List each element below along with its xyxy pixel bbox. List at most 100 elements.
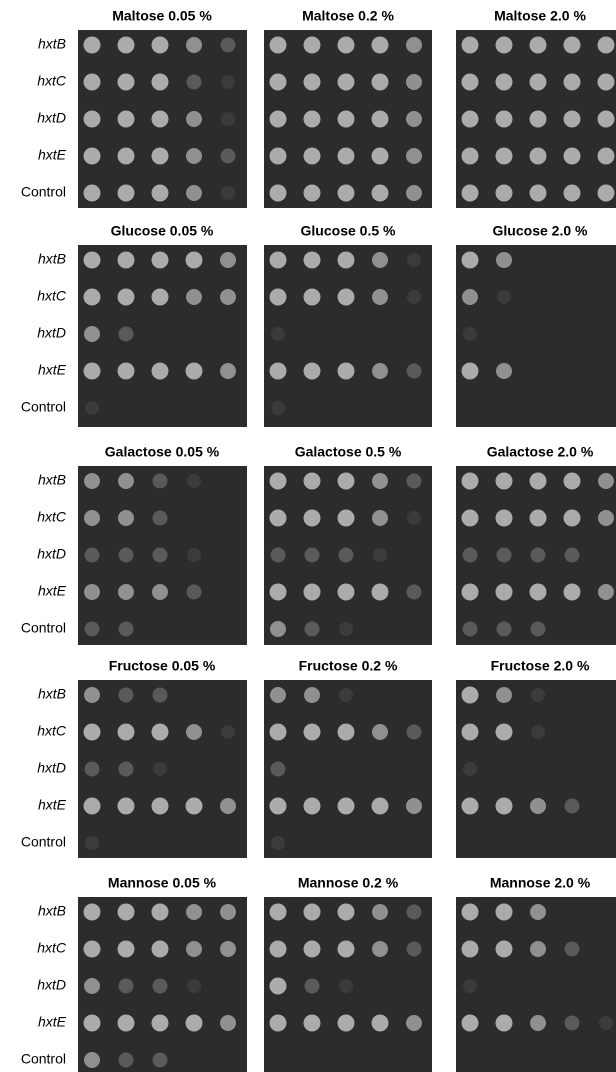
colony-spot: [152, 687, 168, 703]
colony-spot: [118, 510, 134, 526]
colony-spot: [529, 472, 547, 490]
colony-spot: [406, 148, 422, 164]
colony-spot: [152, 584, 168, 600]
colony-spot: [84, 621, 100, 637]
colony-spot: [337, 110, 355, 128]
colony-spot: [372, 363, 388, 379]
colony-spot: [269, 583, 287, 601]
colony-spot: [83, 36, 101, 54]
colony-spot: [406, 1015, 422, 1031]
colony-spot: [495, 147, 513, 165]
panel-title: Galactose 0.05 %: [105, 444, 220, 460]
colony-spot: [406, 798, 422, 814]
colony-spot: [597, 73, 615, 91]
colony-spot: [187, 979, 201, 993]
colony-spot: [221, 112, 235, 126]
colony-spot: [186, 724, 202, 740]
colony-spot: [371, 110, 389, 128]
colony-spot: [303, 147, 321, 165]
row-label: hxtC: [37, 509, 67, 525]
colony-spot: [118, 1052, 134, 1068]
colony-spot: [151, 362, 169, 380]
colony-spot: [151, 36, 169, 54]
colony-spot: [117, 147, 135, 165]
row-label: hxtC: [37, 73, 67, 89]
colony-spot: [186, 289, 202, 305]
colony-spot: [495, 509, 513, 527]
colony-spot: [151, 251, 169, 269]
colony-spot: [461, 147, 479, 165]
colony-spot: [531, 725, 545, 739]
colony-spot: [406, 473, 422, 489]
colony-spot: [406, 363, 422, 379]
colony-spot: [304, 621, 320, 637]
colony-spot: [269, 723, 287, 741]
row-label: hxtC: [37, 288, 67, 304]
colony-spot: [269, 184, 287, 202]
colony-spot: [497, 290, 511, 304]
panel-title: Maltose 0.2 %: [302, 8, 394, 24]
colony-spot: [83, 73, 101, 91]
colony-spot: [220, 941, 236, 957]
panel-title: Glucose 2.0 %: [493, 223, 588, 239]
colony-spot: [151, 147, 169, 165]
colony-spot: [597, 36, 615, 54]
colony-spot: [406, 904, 422, 920]
colony-spot: [220, 148, 236, 164]
colony-spot: [269, 903, 287, 921]
colony-spot: [529, 73, 547, 91]
colony-spot: [461, 583, 479, 601]
colony-spot: [117, 288, 135, 306]
colony-spot: [461, 686, 479, 704]
colony-spot: [371, 797, 389, 815]
colony-spot: [461, 362, 479, 380]
colony-spot: [151, 288, 169, 306]
colony-spot: [152, 510, 168, 526]
colony-spot: [220, 1015, 236, 1031]
colony-spot: [269, 940, 287, 958]
row-label: Control: [21, 620, 66, 636]
colony-spot: [151, 110, 169, 128]
row-label: Control: [21, 1051, 66, 1067]
colony-spot: [563, 73, 581, 91]
colony-spot: [337, 73, 355, 91]
colony-spot: [220, 289, 236, 305]
row-label: Control: [21, 834, 66, 850]
colony-spot: [151, 797, 169, 815]
colony-spot: [530, 798, 546, 814]
colony-spot: [151, 903, 169, 921]
colony-spot: [221, 725, 235, 739]
colony-spot: [496, 363, 512, 379]
colony-spot: [185, 1014, 203, 1032]
colony-spot: [117, 110, 135, 128]
colony-spot: [529, 110, 547, 128]
colony-spot: [83, 147, 101, 165]
colony-spot: [83, 903, 101, 921]
colony-spot: [271, 836, 285, 850]
colony-spot: [529, 509, 547, 527]
colony-spot: [461, 251, 479, 269]
colony-spot: [461, 1014, 479, 1032]
colony-spot: [118, 978, 134, 994]
colony-spot: [85, 401, 99, 415]
colony-spot: [461, 184, 479, 202]
colony-spot: [530, 547, 546, 563]
colony-spot: [496, 687, 512, 703]
row-label: hxtD: [37, 977, 66, 993]
colony-spot: [461, 940, 479, 958]
colony-spot: [598, 584, 614, 600]
colony-spot: [117, 73, 135, 91]
colony-spot: [371, 583, 389, 601]
plate: [456, 680, 616, 858]
row-label: Control: [21, 399, 66, 415]
colony-spot: [151, 184, 169, 202]
row-label: hxtB: [38, 36, 66, 52]
colony-spot: [83, 362, 101, 380]
colony-spot: [462, 547, 478, 563]
colony-spot: [372, 941, 388, 957]
colony-spot: [118, 473, 134, 489]
colony-spot: [84, 761, 100, 777]
row-label: hxtB: [38, 686, 66, 702]
colony-spot: [220, 252, 236, 268]
